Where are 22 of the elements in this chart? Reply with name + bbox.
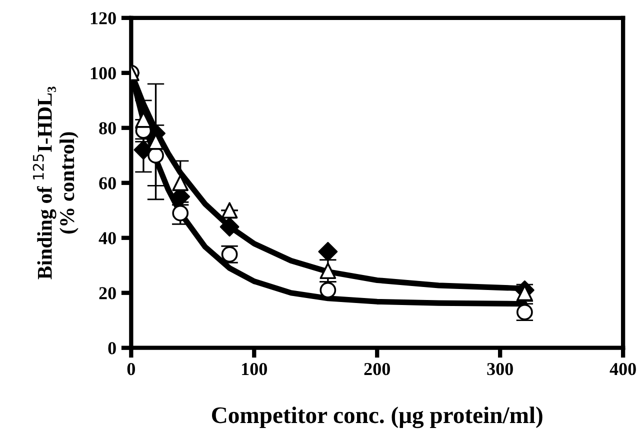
point: [318, 242, 338, 262]
x-tick-label: 300: [487, 362, 513, 376]
point: [221, 202, 238, 219]
y-tick-label: 40: [98, 232, 116, 244]
point: [172, 174, 189, 192]
point: [320, 282, 336, 298]
y-tick-label: 20: [99, 287, 116, 300]
point: [320, 262, 336, 280]
y-tick-label: 100: [90, 67, 116, 80]
y-axis-title: Binding of $^{125}$I-HDL₃ (% control): [32, 86, 78, 280]
point: [220, 217, 240, 237]
y-tick-label: 0: [108, 342, 116, 354]
x-axis-title: Competitor conc. (μg protein/ml): [212, 406, 542, 428]
y-tick-label: 120: [90, 12, 116, 24]
point: [135, 111, 152, 128]
y-tick-label: 60: [99, 177, 116, 190]
x-tick-label: 0: [127, 362, 135, 376]
x-tick-label: 200: [364, 362, 390, 376]
point: [172, 204, 189, 222]
x-tick-label: 400: [610, 362, 636, 376]
x-tick-label: 100: [242, 362, 267, 376]
y-tick-label: 80: [99, 122, 116, 134]
